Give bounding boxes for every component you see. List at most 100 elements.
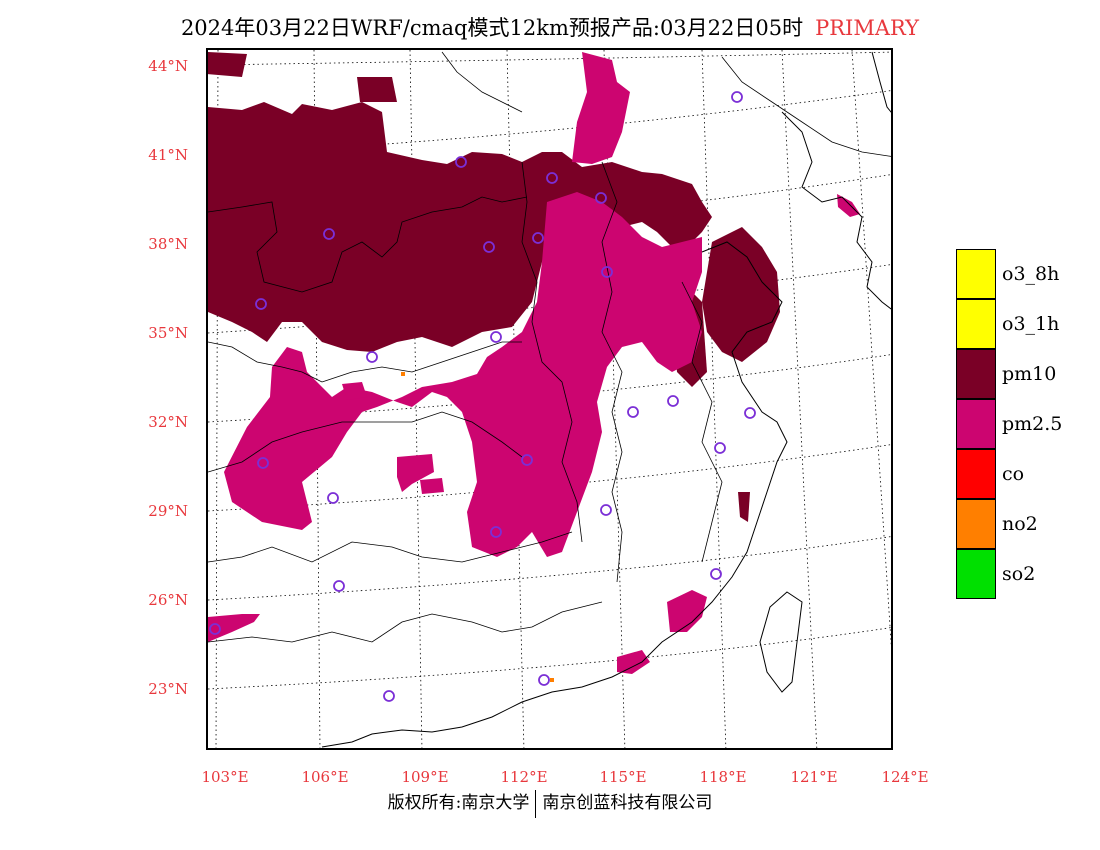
- parallel-23: [208, 627, 891, 690]
- legend-swatch: [956, 249, 996, 299]
- border-meridional: [521, 161, 583, 543]
- station-marker: [490, 526, 502, 538]
- legend-label: o3_8h: [1002, 263, 1060, 285]
- meridian-124: [851, 50, 891, 648]
- station-marker: [257, 457, 269, 469]
- station-marker: [710, 568, 722, 580]
- station-marker: [483, 241, 495, 253]
- no2-dots: [401, 372, 554, 682]
- no2-dot: [550, 678, 554, 682]
- pm10-north-plume: [208, 102, 712, 352]
- border-east1: [601, 161, 623, 583]
- lat-label-29: 29°N: [148, 502, 188, 520]
- lon-label-106: 106°E: [301, 768, 349, 786]
- legend-swatch: [956, 549, 996, 599]
- no2-dot: [401, 372, 405, 376]
- parallel-44: [208, 51, 891, 66]
- legend-swatch: [956, 299, 996, 349]
- copyright-right: 南京创蓝科技有限公司: [542, 793, 713, 813]
- pm25-north-strip: [572, 52, 630, 164]
- lon-label-121: 121°E: [790, 768, 838, 786]
- legend-label: co: [1002, 463, 1025, 485]
- station-marker: [490, 331, 502, 343]
- station-marker: [366, 351, 378, 363]
- lat-label-35: 35°N: [148, 324, 188, 342]
- map-canvas: [208, 50, 891, 748]
- pm25-region: [208, 52, 860, 674]
- pm10-patch-mid: [642, 182, 697, 217]
- pm25-patch-fujian: [667, 590, 707, 632]
- border-southwest: [208, 411, 523, 473]
- lon-label-112: 112°E: [500, 768, 548, 786]
- legend-swatch: [956, 449, 996, 499]
- pm10-east-patch: [702, 227, 780, 362]
- lon-label-124: 124°E: [881, 768, 929, 786]
- legend-swatch: [956, 499, 996, 549]
- lat-label-26: 26°N: [148, 591, 188, 609]
- pm10-patch-ne: [357, 77, 397, 102]
- border-mongolia: [441, 51, 523, 113]
- pm25-central-plume: [224, 192, 702, 557]
- legend-label: no2: [1002, 513, 1038, 535]
- coast-main: [321, 241, 788, 748]
- legend-swatch: [956, 349, 996, 399]
- lat-label-23: 23°N: [148, 680, 188, 698]
- border-east2: [681, 281, 723, 563]
- legend-label: pm10: [1002, 363, 1057, 385]
- lat-label-44: 44°N: [148, 57, 188, 75]
- meridian-121: [781, 50, 818, 748]
- station-marker: [667, 395, 679, 407]
- station-marker: [521, 454, 533, 466]
- legend-swatch: [956, 399, 996, 449]
- pm25-patch-west: [397, 454, 434, 492]
- station-marker: [323, 228, 335, 240]
- lat-label-41: 41°N: [148, 146, 188, 164]
- station-marker: [731, 91, 743, 103]
- map-frame: [206, 48, 893, 750]
- station-marker: [209, 623, 221, 635]
- station-marker: [532, 232, 544, 244]
- lon-label-115: 115°E: [599, 768, 647, 786]
- lat-label-32: 32°N: [148, 413, 188, 431]
- copyright-footer: 版权所有:南京大学 南京创蓝科技有限公司: [0, 788, 1100, 818]
- station-marker: [627, 406, 639, 418]
- station-marker: [333, 580, 345, 592]
- station-marker: [383, 690, 395, 702]
- parallel-35: [208, 264, 891, 334]
- station-marker: [714, 442, 726, 454]
- pm25-patch-guangdong: [617, 650, 650, 674]
- parallel-26: [208, 536, 891, 601]
- admin-borders: [208, 51, 891, 643]
- lat-label-38: 38°N: [148, 235, 188, 253]
- station-marker: [538, 674, 550, 686]
- coast-taiwan: [759, 591, 803, 693]
- legend-label: so2: [1002, 563, 1036, 585]
- meridian-118: [701, 50, 727, 748]
- pm25-patch-sw: [208, 614, 260, 642]
- border-south: [208, 531, 573, 563]
- station-marker: [600, 504, 612, 516]
- lon-label-109: 109°E: [401, 768, 449, 786]
- station-marker: [546, 172, 558, 184]
- coast-korea: [871, 51, 891, 113]
- border-northeast: [721, 56, 891, 157]
- copyright-left: 版权所有:南京大学: [387, 793, 530, 813]
- station-markers: [209, 91, 756, 702]
- pm10-coast-dot: [738, 492, 750, 522]
- border-north: [208, 196, 528, 293]
- station-marker: [455, 156, 467, 168]
- title-tag: PRIMARY: [815, 16, 920, 40]
- border-guangxi: [208, 601, 603, 643]
- pm25-patch-korea: [837, 194, 860, 217]
- pm25-patch-sm: [342, 382, 367, 400]
- station-marker: [595, 192, 607, 204]
- title-main: 2024年03月22日WRF/cmaq模式12km预报产品:03月22日05时: [180, 16, 804, 40]
- footer-divider: [535, 789, 537, 818]
- lon-label-103: 103°E: [201, 768, 249, 786]
- border-central: [208, 341, 522, 383]
- pm10-patch-nw: [208, 52, 247, 77]
- coast-bohai: [781, 111, 891, 310]
- station-marker: [327, 492, 339, 504]
- pm25-patch-west2: [420, 478, 444, 494]
- legend-label: pm2.5: [1002, 413, 1063, 435]
